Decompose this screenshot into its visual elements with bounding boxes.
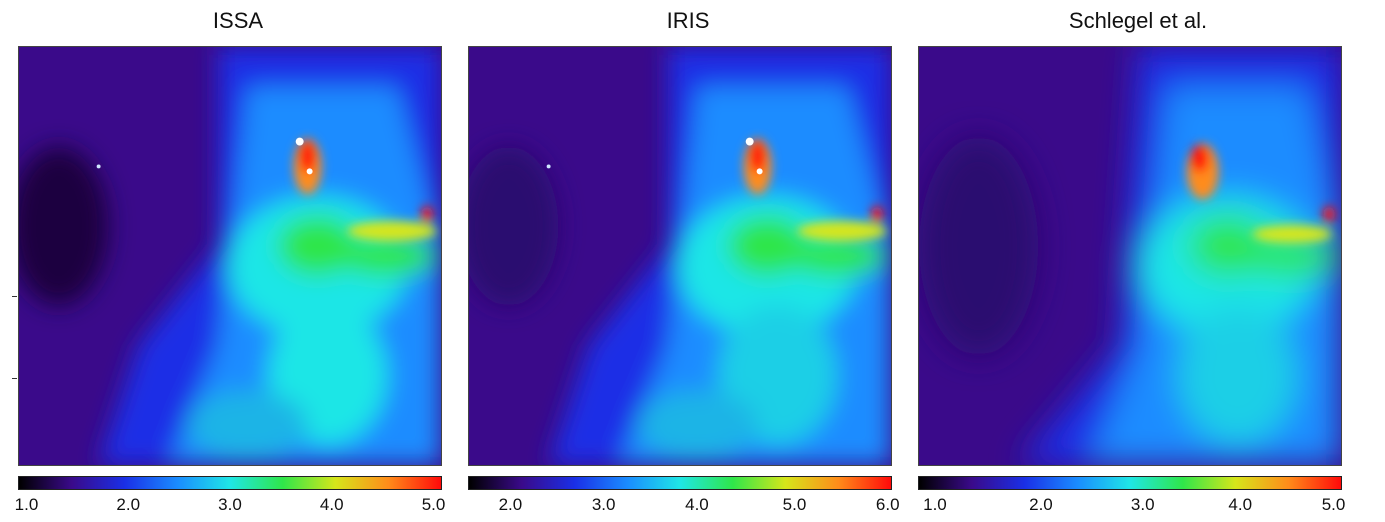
axis-tick-mark (12, 296, 17, 297)
colorbar (468, 476, 892, 490)
colorbar-tick: 5.0 (421, 495, 446, 514)
colorbar-tick: 5.0 (1321, 495, 1346, 514)
colorbar-tick: 3.0 (1130, 495, 1155, 514)
colorbar-tick: 3.0 (591, 495, 616, 514)
colorbar (18, 476, 442, 490)
colorbar-tick: 6.0 (875, 495, 900, 514)
colorbar-ticks: 2.0 3.0 4.0 5.0 6.0 (468, 495, 900, 519)
axis-tick-mark (12, 378, 17, 379)
panel-schlegel: Schlegel et al. 1 (918, 0, 1358, 522)
panel-iris: IRIS 2.0 (468, 0, 908, 522)
panel-title: Schlegel et al. (1068, 8, 1208, 33)
panel-title: IRIS (666, 8, 710, 33)
colorbar-tick: 1.0 (923, 495, 947, 514)
intensity-map (18, 46, 442, 466)
colorbar-tick: 4.0 (685, 495, 709, 514)
panel-title: ISSA (212, 8, 264, 33)
colorbar-tick: 2.0 (116, 495, 141, 514)
colorbar-tick: 4.0 (1228, 495, 1253, 514)
colorbar-tick: 2.0 (498, 495, 523, 514)
colorbar-tick: 1.0 (14, 495, 39, 514)
colorbar-tick: 5.0 (782, 495, 807, 514)
panel-issa: ISSA (14, 0, 458, 522)
colorbar-tick: 2.0 (1029, 495, 1053, 514)
intensity-map (918, 46, 1342, 466)
colorbar (918, 476, 1342, 490)
colorbar-ticks: 1.0 2.0 3.0 4.0 5.0 (918, 495, 1345, 519)
colorbar-ticks: 1.0 2.0 3.0 4.0 5.0 (14, 495, 446, 519)
colorbar-tick: 4.0 (319, 495, 344, 514)
intensity-map (468, 46, 892, 466)
colorbar-tick: 3.0 (218, 495, 242, 514)
